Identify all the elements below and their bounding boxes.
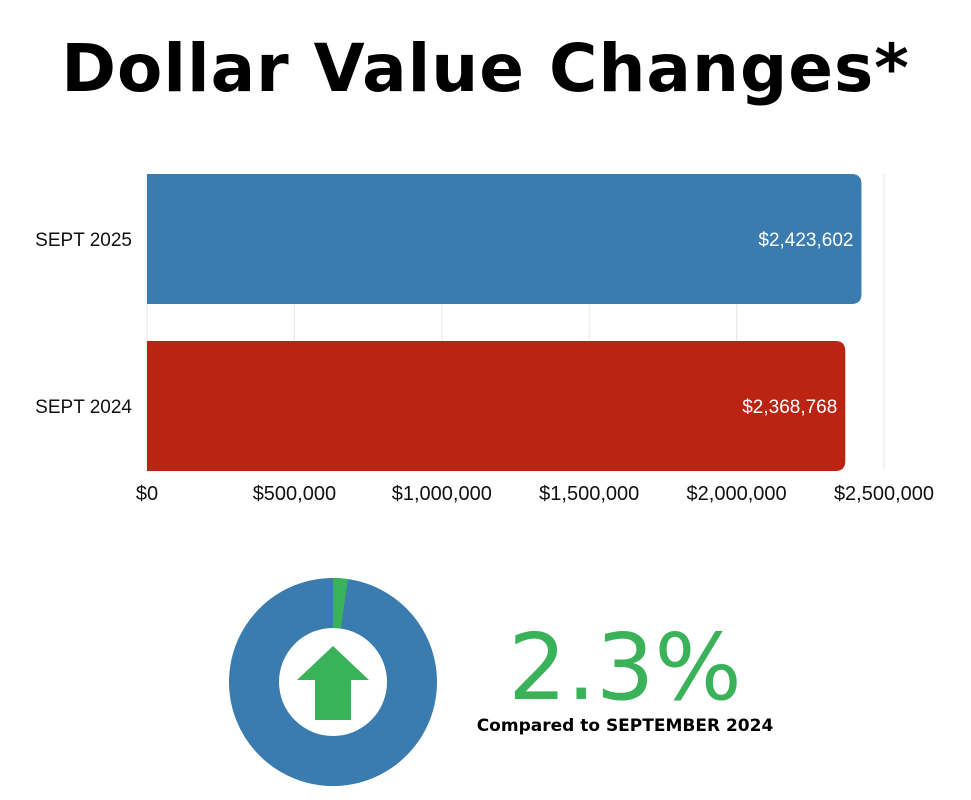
category-label: SEPT 2024 — [35, 397, 132, 418]
bar — [147, 341, 846, 471]
bar-chart: $2,423,602 SEPT 2025 $2,368,768 SEPT 2024 $0… — [35, 174, 934, 505]
change-caption: Compared to SEPTEMBER 2024 — [476, 716, 774, 736]
x-tick-label: $500,000 — [253, 483, 336, 505]
change-donut — [227, 576, 439, 788]
data-label: $2,368,768 — [742, 397, 837, 418]
chart-title: Dollar Value Changes* — [61, 30, 910, 107]
change-percent: 2.3% — [508, 614, 742, 721]
data-label: $2,423,602 — [758, 230, 853, 251]
x-tick-label: $0 — [136, 483, 158, 505]
x-tick-label: $1,000,000 — [392, 483, 492, 505]
category-label: SEPT 2025 — [35, 230, 132, 251]
bar — [147, 174, 862, 304]
x-tick-label: $2,000,000 — [687, 483, 787, 505]
arrow-up-icon — [297, 646, 369, 720]
donut-change-slice — [332, 578, 348, 629]
x-tick-label: $2,500,000 — [834, 483, 934, 505]
x-tick-label: $1,500,000 — [539, 483, 639, 505]
